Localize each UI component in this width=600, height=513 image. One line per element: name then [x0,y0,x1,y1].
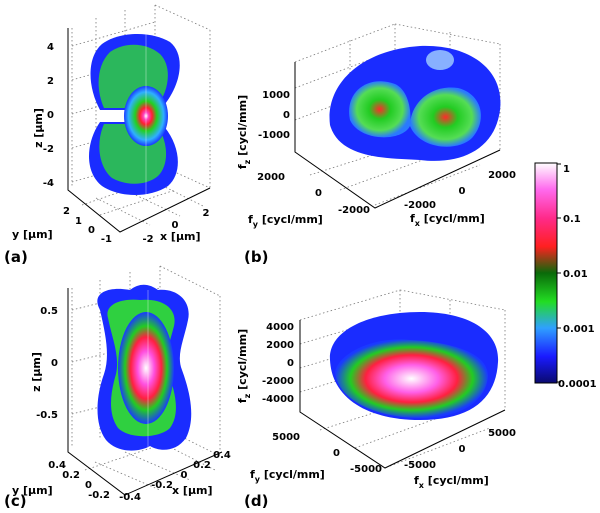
panel-d-z-tick: -2000 [262,376,294,387]
panel-c-y-tick: 0 [85,480,92,491]
panel-b-x-tick: 2000 [488,170,516,181]
panel-d-x-tick: -5000 [404,460,436,471]
panel-c-y-tick: 0.4 [48,460,66,471]
panel-c: 0.5 0 -0.5 z [µm] 0.4 0.2 0 -0.2 y [µm] … [4,265,231,510]
panel-c-label: (c) [4,492,27,510]
panel-b-z-tick: 1000 [262,90,290,101]
panel-a-z-tick: 0 [47,110,54,121]
panel-b-highlight [426,50,454,70]
panel-c-z-tick: 0.5 [40,306,58,317]
panel-d-x-tick: 0 [459,444,466,455]
panel-c-x-tick: -0.2 [151,480,173,491]
panel-c-z-tick: -0.5 [36,410,58,421]
panel-d-x-tick: 5000 [488,428,516,439]
panel-c-x-label: x [µm] [172,484,213,497]
panel-a-x-tick: 2 [203,208,210,219]
panel-b-x-tick: -2000 [404,200,436,211]
colorbar: 1 0.1 0.01 0.001 0.0001 [534,162,597,390]
panel-c-y-tick: 0.2 [62,470,80,481]
panel-d-y-tick: 5000 [272,432,300,443]
panel-d-y-tick: 0 [333,448,340,459]
panel-b-x-tick: 0 [459,186,466,197]
panel-c-z-tick: 0 [51,358,58,369]
panel-a-y-label: y [µm] [12,228,53,241]
panel-d-axes [299,320,506,469]
panel-c-x-tick: -0.4 [119,492,141,503]
panel-c-axes [67,288,223,496]
panel-a-x-label: x [µm] [160,230,201,243]
colorbar-tick: 1 [563,164,570,175]
colorbar-tick: 0.01 [563,269,588,280]
panel-d-z-label: fz [cycl/mm] [236,329,252,403]
panel-a-y-tick: 0 [88,225,95,236]
panel-b-z-tick: 0 [283,110,290,121]
panel-c-x-tick: 0.4 [213,450,231,461]
panel-d-label: (d) [244,492,268,510]
panel-d-y-label: fy [cycl/mm] [250,468,325,484]
panel-d-z-tick: -4000 [262,394,294,405]
panel-a-z-tick: -4 [43,178,54,189]
panel-b-z-tick: -1000 [258,130,290,141]
panel-d: 4000 2000 0 -2000 -4000 fz [cycl/mm] 500… [236,289,516,510]
panel-c-y-tick: -0.2 [88,490,110,501]
panel-a-label: (a) [4,248,28,266]
colorbar-tick: 0.001 [563,324,595,335]
panel-d-z-tick: 0 [287,358,294,369]
panel-b-x-label: fx [cycl/mm] [410,212,485,228]
panel-b-right-lobe [410,87,481,147]
panel-b-z-label: fz [cycl/mm] [236,95,252,169]
panel-c-z-label: z [µm] [30,352,43,392]
colorbar-gradient [534,162,558,384]
panel-b: 1000 0 -1000 fz [cycl/mm] 2000 0 -2000 f… [236,23,516,266]
panel-c-x-tick: 0.2 [193,460,211,471]
panel-d-y-tick: -5000 [350,464,382,475]
panel-a: 4 2 0 -2 -4 z [µm] 2 1 0 -1 y [µm] -2 0 … [4,4,211,266]
panel-c-y-label: y [µm] [12,484,53,497]
panel-d-z-tick: 2000 [266,340,294,351]
panel-b-y-label: fy [cycl/mm] [248,213,323,229]
panel-c-x-tick: 0 [181,470,188,481]
panel-c-focus [118,312,174,424]
panel-b-y-tick: -2000 [338,205,370,216]
colorbar-tick: 0.1 [563,214,581,225]
panel-a-y-tick: -1 [101,234,112,245]
panel-a-y-tick: 2 [63,206,70,217]
panel-b-y-tick: 0 [315,188,322,199]
panel-b-left-lobe [349,81,411,138]
colorbar-tick: 0.0001 [558,379,597,390]
panel-a-z-tick: 2 [47,76,54,87]
panel-a-z-tick: 4 [47,42,54,53]
panel-a-x-tick: -2 [142,234,153,245]
panel-d-focus [335,339,488,418]
panel-a-y-tick: 1 [75,216,82,227]
panel-b-y-tick: 2000 [257,172,285,183]
panel-d-x-label: fx [cycl/mm] [414,474,489,490]
panel-a-z-label: z [µm] [32,108,45,148]
panel-d-z-tick: 4000 [266,322,294,333]
panel-b-label: (b) [244,248,268,266]
panel-a-axes [67,28,211,233]
panel-a-z-tick: -2 [43,144,54,155]
panel-a-x-tick: 0 [172,220,179,231]
panel-b-axes [294,62,501,209]
